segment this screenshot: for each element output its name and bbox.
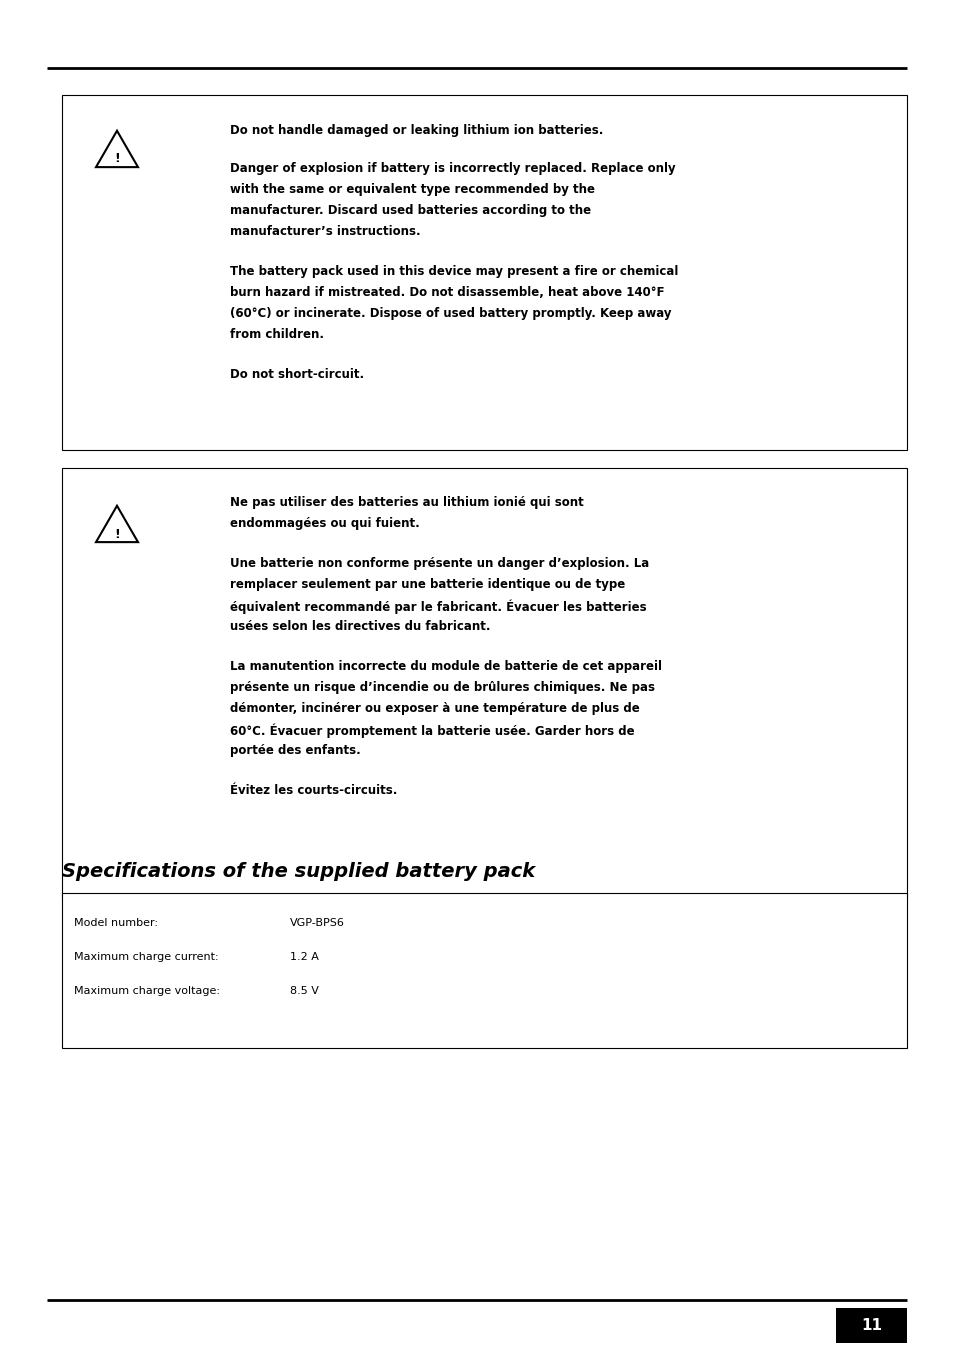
Text: !: ! (114, 527, 120, 541)
Text: from children.: from children. (230, 329, 324, 341)
Text: remplacer seulement par une batterie identique ou de type: remplacer seulement par une batterie ide… (230, 579, 624, 591)
Text: VGP-BPS6: VGP-BPS6 (290, 918, 345, 927)
Text: présente un risque d’incendie ou de brûlures chimiques. Ne pas: présente un risque d’incendie ou de brûl… (230, 681, 655, 694)
Text: Danger of explosion if battery is incorrectly replaced. Replace only: Danger of explosion if battery is incorr… (230, 162, 675, 174)
Text: endommagées ou qui fuient.: endommagées ou qui fuient. (230, 516, 419, 530)
Text: démonter, incinérer ou exposer à une température de plus de: démonter, incinérer ou exposer à une tem… (230, 702, 639, 715)
Text: Specifications of the supplied battery pack: Specifications of the supplied battery p… (62, 863, 535, 882)
Bar (835, 1307, 906, 1343)
Text: manufacturer. Discard used batteries according to the: manufacturer. Discard used batteries acc… (230, 204, 591, 218)
Text: portée des enfants.: portée des enfants. (230, 744, 360, 757)
Text: burn hazard if mistreated. Do not disassemble, heat above 140°F: burn hazard if mistreated. Do not disass… (230, 287, 664, 299)
Text: 60°C. Évacuer promptement la batterie usée. Garder hors de: 60°C. Évacuer promptement la batterie us… (230, 723, 634, 737)
Text: équivalent recommandé par le fabricant. Évacuer les batteries: équivalent recommandé par le fabricant. … (230, 599, 646, 614)
Text: 11: 11 (861, 1318, 882, 1333)
Text: 1.2 A: 1.2 A (290, 952, 318, 963)
Text: 8.5 V: 8.5 V (290, 986, 318, 996)
Text: Une batterie non conforme présente un danger d’explosion. La: Une batterie non conforme présente un da… (230, 557, 649, 571)
Text: Ne pas utiliser des batteries au lithium ionié qui sont: Ne pas utiliser des batteries au lithium… (230, 496, 583, 508)
Text: Maximum charge voltage:: Maximum charge voltage: (74, 986, 220, 996)
Text: (60°C) or incinerate. Dispose of used battery promptly. Keep away: (60°C) or incinerate. Dispose of used ba… (230, 307, 671, 320)
Text: Do not handle damaged or leaking lithium ion batteries.: Do not handle damaged or leaking lithium… (230, 124, 602, 137)
Bar (62, 894, 906, 1048)
Text: !: ! (114, 153, 120, 165)
Text: La manutention incorrecte du module de batterie de cet appareil: La manutention incorrecte du module de b… (230, 660, 661, 673)
Text: Évitez les courts-circuits.: Évitez les courts-circuits. (230, 784, 397, 796)
Text: Do not short-circuit.: Do not short-circuit. (230, 368, 364, 381)
Text: Maximum charge current:: Maximum charge current: (74, 952, 218, 963)
Bar (62, 468, 906, 898)
Text: usées selon les directives du fabricant.: usées selon les directives du fabricant. (230, 621, 490, 633)
Text: Model number:: Model number: (74, 918, 158, 927)
Text: with the same or equivalent type recommended by the: with the same or equivalent type recomme… (230, 183, 595, 196)
Bar (62, 95, 906, 450)
Text: manufacturer’s instructions.: manufacturer’s instructions. (230, 224, 420, 238)
Text: The battery pack used in this device may present a fire or chemical: The battery pack used in this device may… (230, 265, 678, 279)
